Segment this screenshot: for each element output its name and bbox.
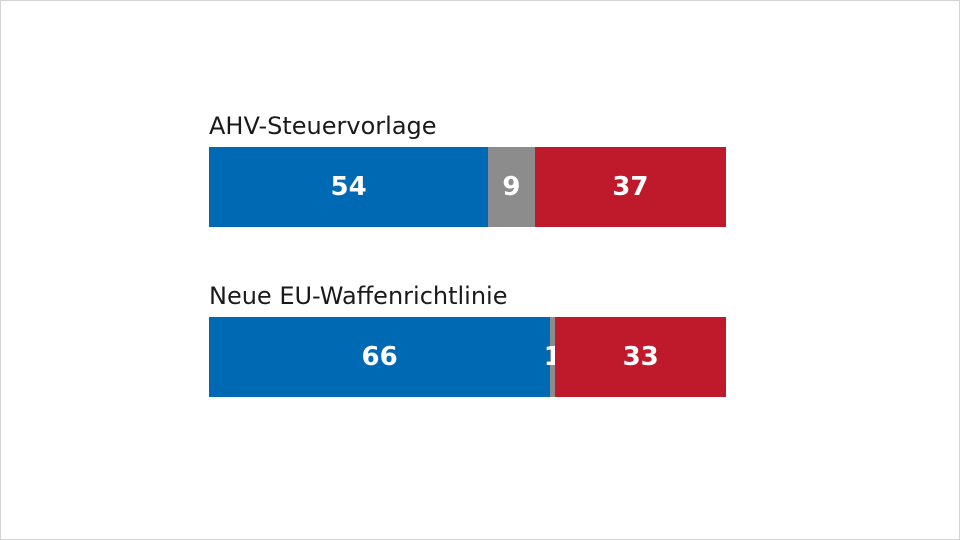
chart-eu-waffen: Neue EU-Waffenrichtlinie 66 1 33 <box>209 281 726 397</box>
chart-ahv: AHV-Steuervorlage 54 9 37 <box>209 111 726 227</box>
bar-segment-yes: 66 <box>209 317 551 397</box>
bar-segment-undecided: 9 <box>488 147 535 227</box>
data-label-no: 37 <box>612 172 649 202</box>
stacked-bar-ahv: 54 9 37 <box>209 147 726 227</box>
stacked-bar-eu-waffen: 66 1 33 <box>209 317 726 397</box>
bar-segment-no: 37 <box>534 147 726 227</box>
chart-title-eu-waffen: Neue EU-Waffenrichtlinie <box>209 282 508 310</box>
data-label-yes: 54 <box>330 172 367 202</box>
data-label-yes: 66 <box>361 342 398 372</box>
chart-title-ahv: AHV-Steuervorlage <box>209 112 437 140</box>
data-label-no: 33 <box>622 342 659 372</box>
bar-segment-no: 33 <box>555 317 726 397</box>
data-label-undecided: 9 <box>502 172 521 202</box>
bar-segment-yes: 54 <box>209 147 489 227</box>
